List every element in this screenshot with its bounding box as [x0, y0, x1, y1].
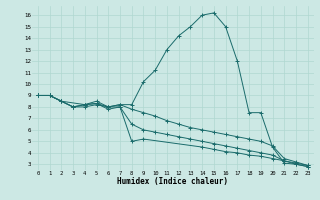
- X-axis label: Humidex (Indice chaleur): Humidex (Indice chaleur): [117, 177, 228, 186]
